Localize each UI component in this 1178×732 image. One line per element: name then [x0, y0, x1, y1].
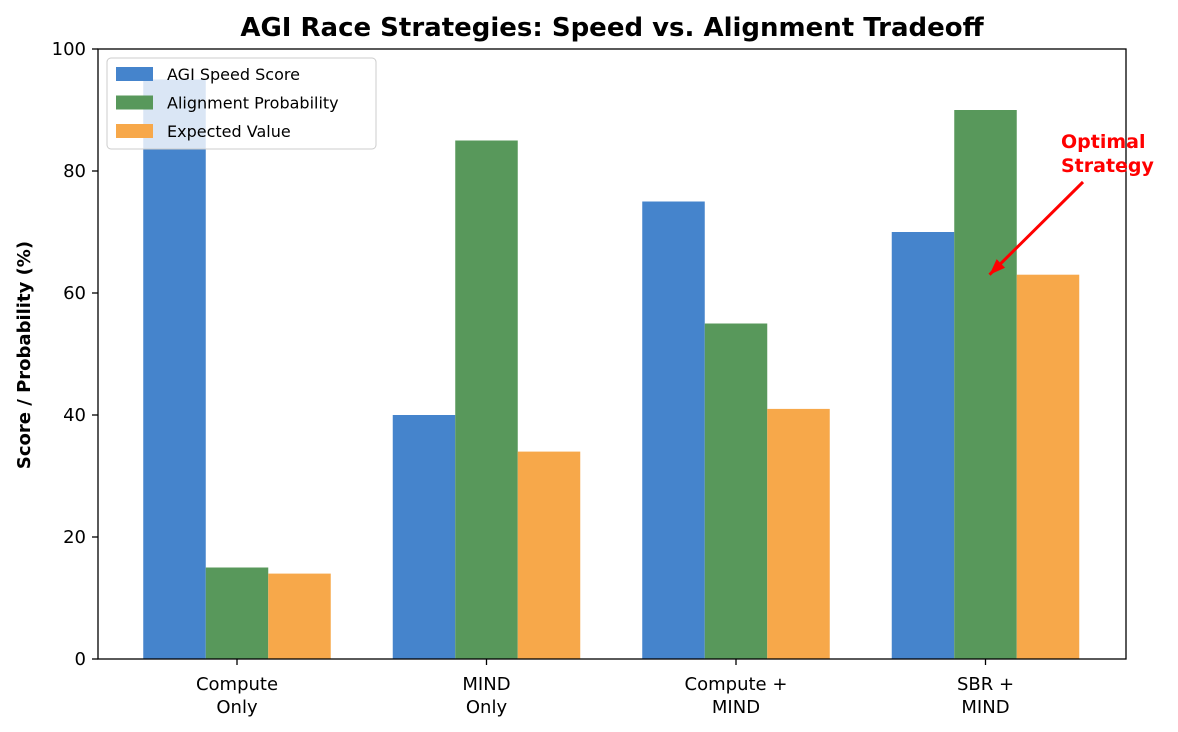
chart-title: AGI Race Strategies: Speed vs. Alignment…: [240, 13, 984, 43]
bar-series0-cat1: [392, 415, 456, 659]
bar-series2-cat0: [268, 573, 331, 659]
legend-box: [106, 57, 377, 150]
x-tick-label: Only: [216, 697, 258, 718]
annotation-text: Strategy: [1061, 155, 1155, 177]
legend-label: AGI Speed Score: [167, 65, 300, 84]
x-tick-label: MIND: [462, 674, 510, 695]
y-tick-label: 0: [75, 649, 86, 670]
x-tick-label: Compute: [196, 674, 278, 695]
annotation-text: Optimal: [1061, 131, 1145, 153]
bars-group: [143, 79, 1080, 659]
annotation-arrow-shaft: [988, 180, 1085, 276]
bar-series1-cat1: [455, 140, 518, 659]
y-tick-label: 20: [63, 527, 86, 548]
legend-swatch: [116, 124, 153, 138]
bar-series1-cat2: [704, 323, 768, 659]
x-tick-label: SBR +: [957, 674, 1014, 695]
legend-swatch: [116, 95, 153, 110]
y-axis-label: Score / Probability (%): [14, 241, 35, 469]
bar-series1-cat3: [954, 110, 1017, 659]
bar-series0-cat2: [642, 201, 705, 659]
bar-series2-cat1: [517, 451, 581, 659]
x-tick-label: Only: [466, 697, 508, 718]
y-tick-label: 80: [63, 161, 86, 182]
legend-swatch: [116, 67, 153, 81]
bar-series1-cat0: [205, 567, 269, 659]
legend-label: Alignment Probability: [167, 94, 339, 113]
y-tick-label: 100: [52, 39, 86, 60]
bar-series0-cat0: [143, 79, 206, 659]
x-tick-label: MIND: [961, 697, 1009, 718]
y-tick-label: 40: [63, 405, 86, 426]
bar-series0-cat3: [891, 232, 955, 659]
y-axis: 0 20 40 60 80 100: [52, 39, 98, 670]
legend-label: Expected Value: [167, 122, 291, 141]
bar-series2-cat2: [767, 408, 830, 659]
x-tick-label: MIND: [712, 697, 760, 718]
annotation-arrow-head: [989, 259, 1006, 275]
plot-frame: [97, 48, 1127, 660]
y-tick-label: 60: [63, 283, 86, 304]
x-tick-label: Compute +: [685, 674, 788, 695]
bar-series2-cat3: [1016, 274, 1080, 659]
legend: AGI Speed Score Alignment Probability Expe…: [106, 57, 377, 150]
